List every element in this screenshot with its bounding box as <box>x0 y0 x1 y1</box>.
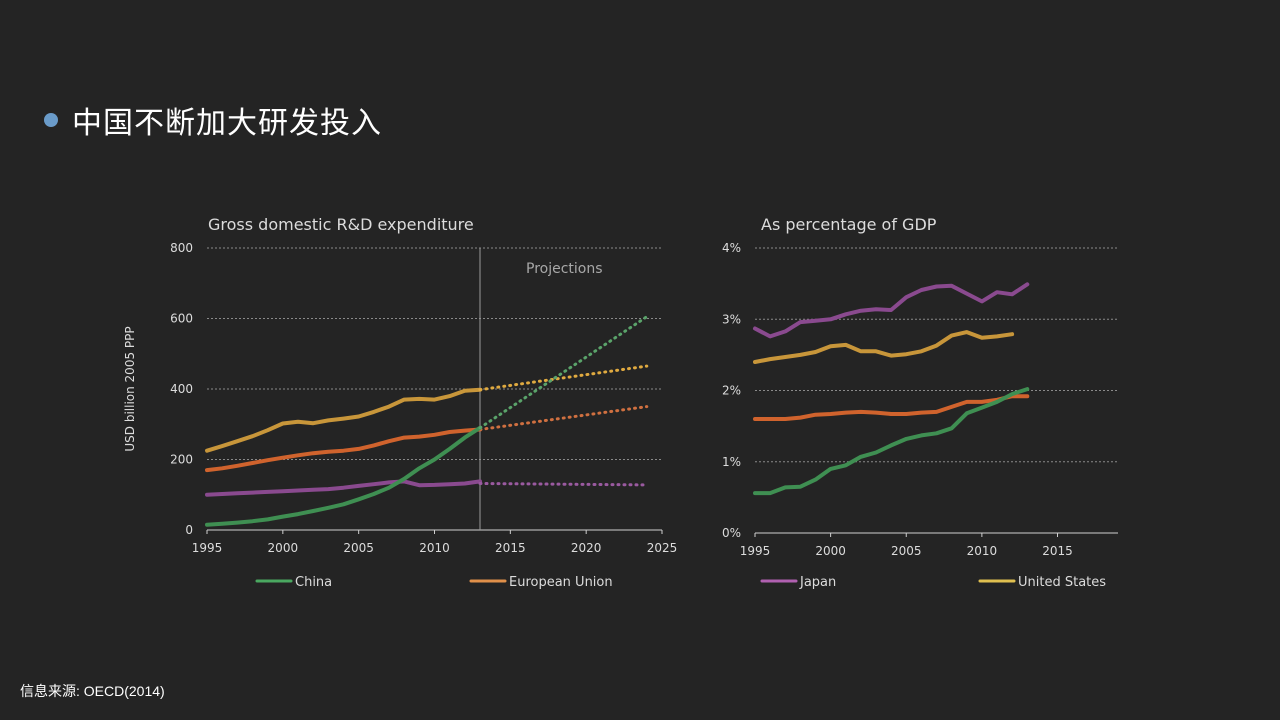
legend: China European Union Japan United States <box>255 575 1106 590</box>
x-tick-label: 2015 <box>1042 544 1073 558</box>
projection-line-china <box>478 315 649 430</box>
x-tick-label: 2000 <box>815 544 846 558</box>
y-axis-label: USD billion 2005 PPP <box>123 326 137 451</box>
x-tick-label: 1995 <box>192 541 223 555</box>
y-tick-label: 400 <box>170 382 193 396</box>
series-line-united-states <box>753 330 1015 364</box>
projection-line-united-states <box>478 364 649 392</box>
slide-title-text: 中国不断加大研发投入 <box>72 106 382 141</box>
x-tick-label: 2010 <box>419 541 450 555</box>
series-line-china <box>205 425 482 527</box>
bullet-icon <box>44 113 58 127</box>
x-tick-label: 2015 <box>495 541 526 555</box>
x-tick-label: 2005 <box>343 541 374 555</box>
projections-label: Projections <box>526 261 603 277</box>
source-note: 信息来源: OECD(2014) <box>20 683 165 699</box>
y-tick-label: 0% <box>722 526 741 540</box>
slide-title: 中国不断加大研发投入 <box>44 98 382 142</box>
legend-label-japan: Japan <box>799 575 836 590</box>
y-tick-label: 200 <box>170 453 193 467</box>
series-line-united-states <box>205 387 482 453</box>
y-tick-label: 1% <box>722 455 741 469</box>
x-tick-label: 2020 <box>571 541 602 555</box>
x-tick-label: 2000 <box>268 541 299 555</box>
legend-label-china: China <box>295 575 332 590</box>
legend-label-european-union: European Union <box>509 575 613 590</box>
y-tick-label: 4% <box>722 241 741 255</box>
chart-title: Gross domestic R&D expenditure <box>208 215 474 234</box>
series-line-china <box>753 387 1030 496</box>
y-tick-label: 0 <box>185 523 193 537</box>
projection-line-european-union <box>478 405 649 431</box>
x-tick-label: 2010 <box>967 544 998 558</box>
y-tick-label: 2% <box>722 384 741 398</box>
series-line-japan <box>205 479 482 497</box>
series-line-japan <box>753 282 1030 339</box>
series-line-european-union <box>753 394 1030 421</box>
chart-2: As percentage of GDP 0% 1% 2% 3% 4% 1995 2000 20… <box>722 215 1118 558</box>
chart-title: As percentage of GDP <box>761 215 937 234</box>
x-tick-label: 2005 <box>891 544 922 558</box>
y-tick-label: 600 <box>170 312 193 326</box>
legend-label-united-states: United States <box>1018 575 1106 590</box>
series-line-european-union <box>205 427 482 473</box>
x-tick-label: 2025 <box>647 541 678 555</box>
x-tick-label: 1995 <box>740 544 771 558</box>
y-tick-label: 3% <box>722 312 741 326</box>
projection-line-japan <box>478 482 649 487</box>
chart-1: Gross domestic R&D expenditure USD billio… <box>123 215 677 555</box>
y-tick-label: 800 <box>170 241 193 255</box>
